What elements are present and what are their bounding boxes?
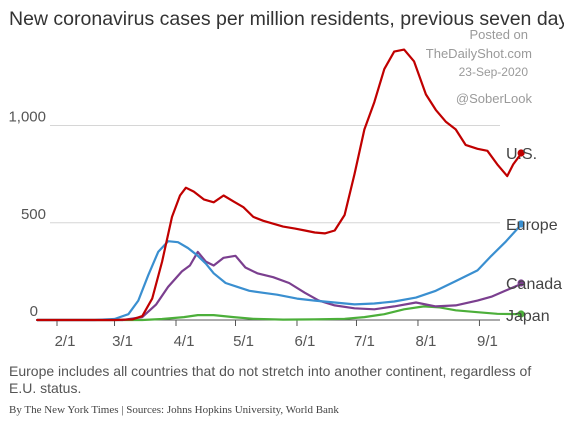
y-tick-label-500: 500 bbox=[21, 206, 46, 223]
watermark-date: 23-Sep-2020 bbox=[458, 65, 528, 79]
series-line-japan bbox=[36, 305, 523, 322]
series-label-us: U.S. bbox=[506, 146, 537, 163]
series-label-canada: Canada bbox=[506, 276, 562, 293]
x-tick-label-6: 8/1 bbox=[416, 333, 437, 350]
series-endpoint-europe bbox=[517, 220, 525, 228]
series-line-europe bbox=[36, 223, 523, 322]
series-line-canada bbox=[36, 250, 523, 322]
y-tick-label-0: 0 bbox=[30, 303, 38, 320]
watermark-posted-on: Posted on bbox=[469, 27, 528, 42]
x-tick-label-7: 9/1 bbox=[477, 333, 498, 350]
series-endpoint-us bbox=[517, 149, 525, 157]
watermark-site: TheDailyShot.com bbox=[425, 46, 532, 61]
line-chart: 0 500 1,000 2/1 3/1 4/1 5/1 6/1 7/1 8/1 9/1 Japan Ca… bbox=[8, 48, 562, 350]
series-endpoint-canada bbox=[517, 279, 525, 287]
y-tick-label-1000: 1,000 bbox=[8, 109, 46, 126]
x-tick-label-2: 4/1 bbox=[174, 333, 195, 350]
series-label-europe: Europe bbox=[506, 217, 558, 234]
watermark-handle: @SoberLook bbox=[455, 91, 532, 106]
x-tick-label-0: 2/1 bbox=[55, 333, 76, 350]
series-line-us bbox=[36, 48, 523, 322]
chart-byline: By The New York Times | Sources: Johns H… bbox=[9, 404, 339, 416]
chart-title: New coronavirus cases per million reside… bbox=[9, 8, 564, 30]
chart-footnote: Europe includes all countries that do no… bbox=[9, 363, 532, 396]
x-tick-label-4: 6/1 bbox=[295, 333, 316, 350]
x-tick-label-5: 7/1 bbox=[354, 333, 375, 350]
series-endpoint-japan bbox=[517, 310, 525, 318]
x-tick-label-3: 5/1 bbox=[233, 333, 254, 350]
x-tick-label-1: 3/1 bbox=[112, 333, 133, 350]
series-label-japan: Japan bbox=[506, 308, 550, 325]
